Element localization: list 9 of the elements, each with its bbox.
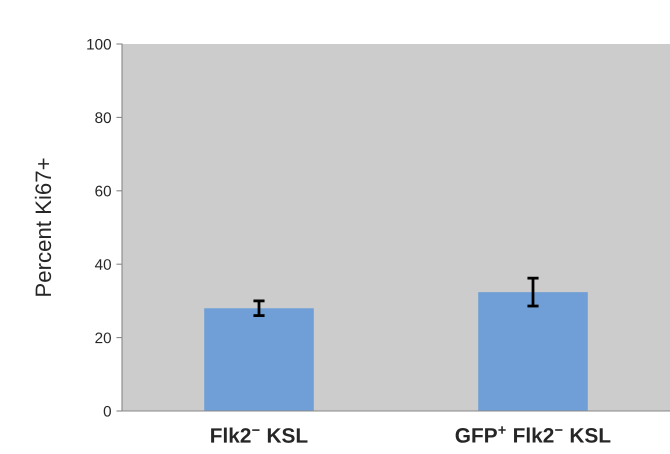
y-tick-label: 0	[104, 406, 111, 417]
y-tick-label: 60	[95, 186, 111, 196]
x-tick-label: Flk2$^{−}$ KSL	[211, 428, 308, 443]
y-tick-label: 80	[95, 112, 111, 124]
y-tick-label: 100	[87, 38, 111, 50]
y-tick-label: 40	[94, 259, 111, 270]
y-tick-label: 20	[95, 332, 111, 344]
x-tick-label: GFP$^{+}$ Flk2$^{−}$ KSL	[456, 426, 610, 443]
y-axis-title: Percent Ki67+	[34, 158, 52, 296]
